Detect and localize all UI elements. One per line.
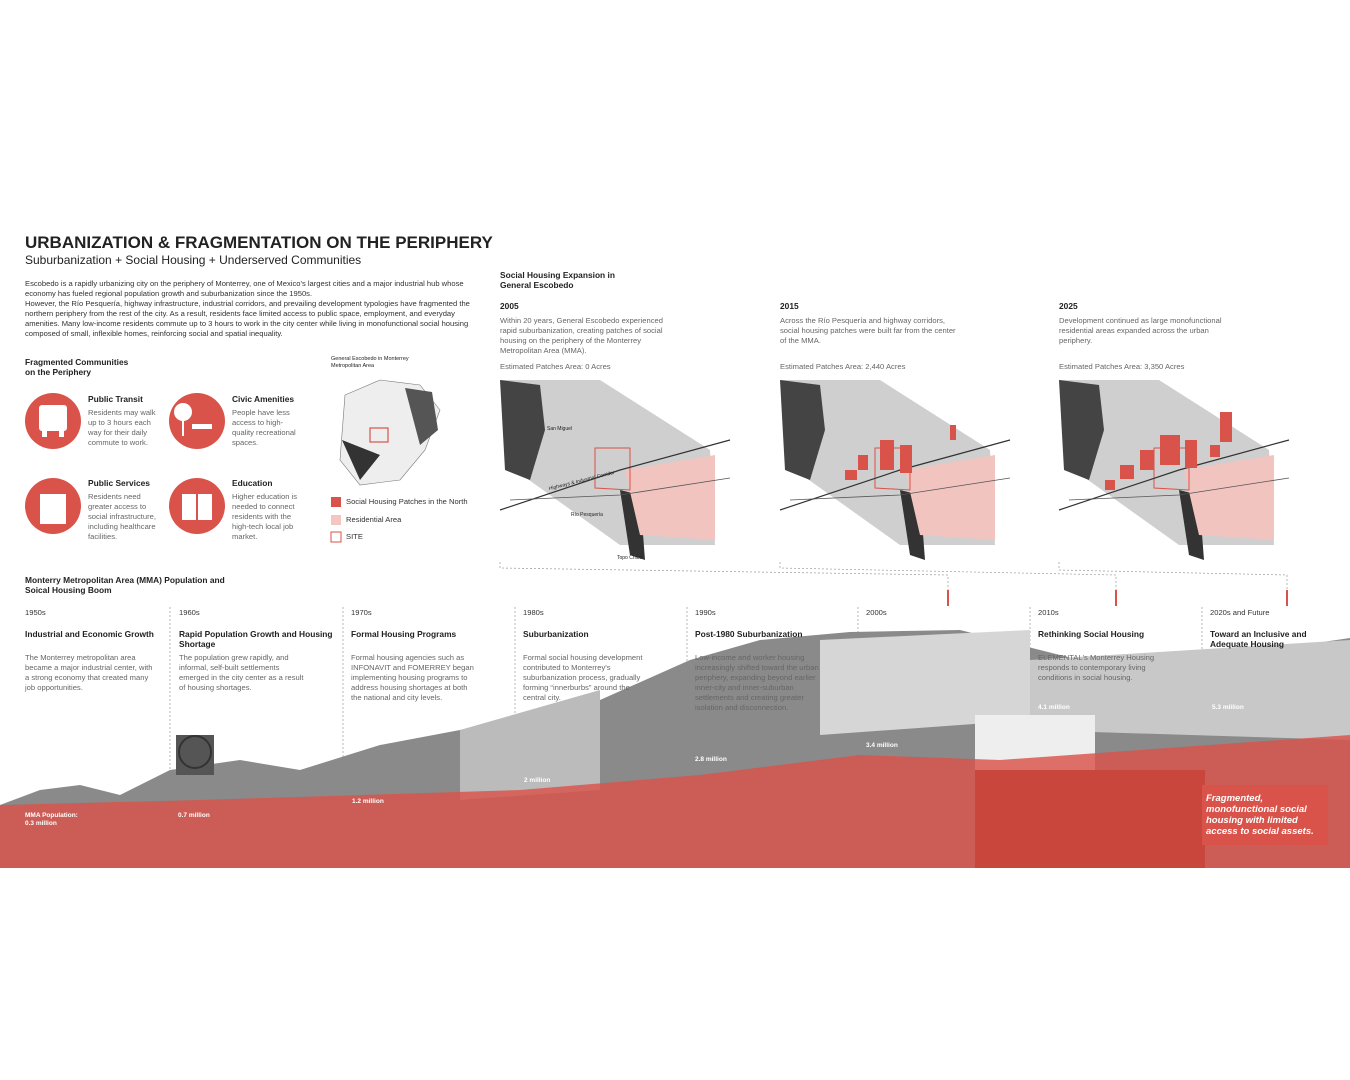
panel-text: Across the Río Pesquería and highway cor… xyxy=(780,316,956,345)
panel-text: Development continued as large monofunct… xyxy=(1059,316,1222,345)
population-label: 1.2 million xyxy=(352,798,384,805)
panel-text: Within 20 years, General Escobedo experi… xyxy=(500,316,663,355)
title: URBANIZATION & FRAGMENTATION ON THE PERI… xyxy=(25,233,493,252)
era-text: The population grew rapidly, and informa… xyxy=(179,653,304,692)
panel-area: Estimated Patches Area: 2,440 Acres xyxy=(780,362,906,371)
era-decade: 2020s and Future xyxy=(1210,608,1270,617)
population-label: 3.4 million xyxy=(866,742,898,749)
subtitle: Suburbanization + Social Housing + Under… xyxy=(25,253,362,267)
population-label: 5.3 million xyxy=(1212,704,1244,711)
locator-map xyxy=(330,379,441,543)
era-text: Formal housing agencies such as INFONAVI… xyxy=(351,653,474,702)
map xyxy=(1058,380,1290,560)
icons xyxy=(25,393,225,534)
photo-collage xyxy=(0,630,1350,868)
era-decade: 2000s xyxy=(866,608,887,617)
population-label: 4.1 million xyxy=(1038,704,1070,711)
era-text: The Monterrey metropolitan area became a… xyxy=(25,653,153,692)
section-title: Monterry Metropolitan Area (MMA) Populat… xyxy=(25,575,225,595)
era-decade: 1990s xyxy=(695,608,716,617)
intro: However, the Río Pesquería, highway infr… xyxy=(25,299,470,338)
map xyxy=(499,380,731,560)
locator-caption: General Escobedo in Monterrey Metropolit… xyxy=(331,356,409,369)
map xyxy=(779,380,1011,560)
item-text: People have less access to high-quality … xyxy=(232,408,296,447)
population-label: 2.8 million xyxy=(695,756,727,763)
era-heading: Rethinking Social Housing xyxy=(1038,629,1145,639)
era-heading: Rapid Population Growth and Housing Shor… xyxy=(179,629,333,649)
panel-year: 2005 xyxy=(500,301,519,311)
expansion-maps xyxy=(499,380,1290,560)
population-label: MMA Population: 0.3 million xyxy=(25,812,78,827)
intro: Escobedo is a rapidly urbanizing city on… xyxy=(25,279,464,298)
markers xyxy=(947,590,1288,606)
population-label: 0.7 million xyxy=(178,812,210,819)
item-text: Residents may walk up to 3 hours each wa… xyxy=(88,408,156,447)
legend-item: SITE xyxy=(346,532,363,541)
item-title: Public Services xyxy=(88,478,150,488)
map-label: San Miguel xyxy=(547,426,573,432)
era-text: Formal social housing development contri… xyxy=(523,653,643,702)
item-title: Education xyxy=(232,478,273,488)
era-heading: Toward an Inclusive and Adequate Housing xyxy=(1210,629,1307,649)
section-title: Fragmented Communities on the Periphery xyxy=(25,357,129,377)
panel-area: Estimated Patches Area: 0 Acres xyxy=(500,362,611,371)
item-title: Public Transit xyxy=(88,394,143,404)
population-label: 2 million xyxy=(524,777,551,784)
legend-item: Residential Area xyxy=(346,515,402,524)
legend-item: Social Housing Patches in the North xyxy=(346,497,468,506)
era-text: ELEMENTAL's Monterrey Housing responds t… xyxy=(1038,653,1155,682)
era-heading: Post-1980 Suburbanization xyxy=(695,629,803,639)
era-heading: Formal Housing Programs xyxy=(351,629,457,639)
era-decade: 2010s xyxy=(1038,608,1059,617)
map-label: Río Pesquería xyxy=(571,512,603,518)
era-decade: 1980s xyxy=(523,608,544,617)
era-decade: 1970s xyxy=(351,608,372,617)
era-decade: 1950s xyxy=(25,608,46,617)
item-title: Civic Amenities xyxy=(232,394,295,404)
callout: Fragmented, monofunctional social housin… xyxy=(1206,793,1314,837)
panel-year: 2015 xyxy=(780,301,799,311)
era-text: Low-income and worker housing increasing… xyxy=(695,653,819,712)
item-text: Higher education is needed to connect re… xyxy=(232,492,298,541)
era-heading: Industrial and Economic Growth xyxy=(25,629,154,639)
era-decade: 1960s xyxy=(179,608,200,617)
section-title: Social Housing Expansion in General Esco… xyxy=(500,270,615,290)
panel-area: Estimated Patches Area: 3,350 Acres xyxy=(1059,362,1185,371)
map-label: Topo Chico xyxy=(617,555,643,561)
item-text: Residents need greater access to social … xyxy=(88,492,156,541)
era-heading: Suburbanization xyxy=(523,629,589,639)
panel-year: 2025 xyxy=(1059,301,1078,311)
